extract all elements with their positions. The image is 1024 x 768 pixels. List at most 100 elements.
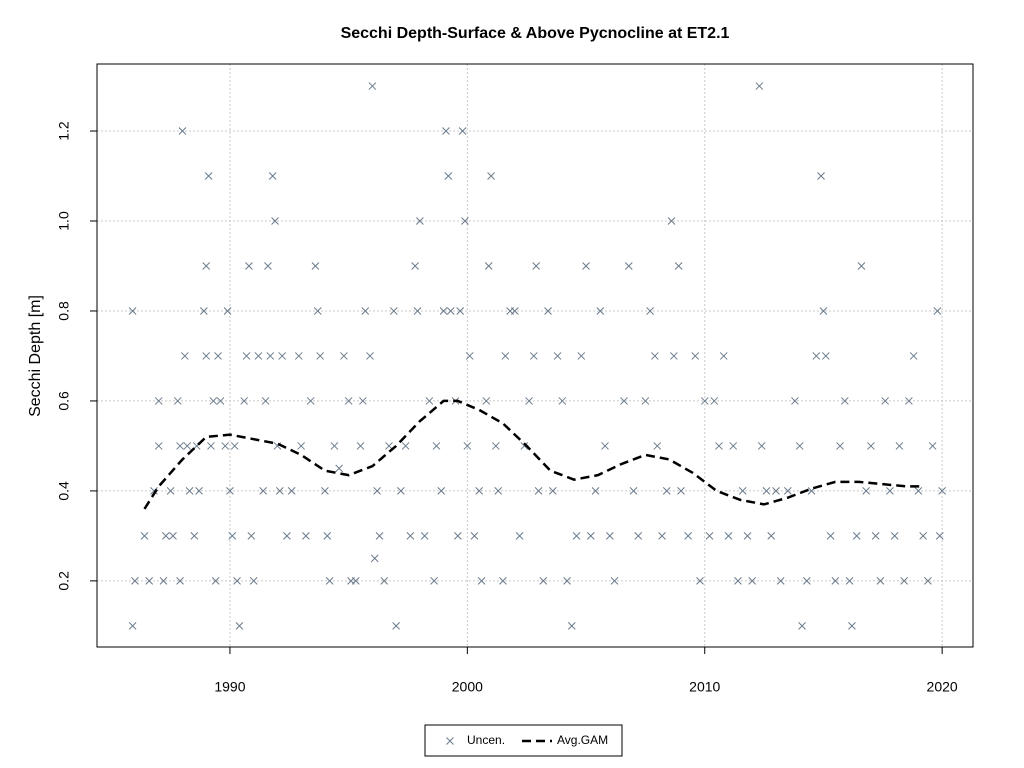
point bbox=[710, 397, 719, 405]
point bbox=[494, 487, 503, 495]
point bbox=[313, 307, 322, 315]
point bbox=[373, 487, 381, 495]
y-tick-label: 0.4 bbox=[56, 481, 72, 501]
point bbox=[914, 487, 923, 495]
y-tick-label: 0.2 bbox=[56, 571, 72, 591]
point bbox=[145, 577, 154, 585]
x-tick-label: 2020 bbox=[927, 679, 958, 695]
point bbox=[344, 397, 353, 405]
point bbox=[840, 397, 849, 405]
point bbox=[264, 262, 272, 270]
point bbox=[933, 307, 942, 315]
point bbox=[323, 532, 332, 540]
point bbox=[271, 217, 279, 225]
point bbox=[316, 352, 325, 360]
point bbox=[430, 577, 438, 585]
point bbox=[211, 577, 220, 585]
point bbox=[463, 442, 472, 450]
point bbox=[283, 532, 291, 540]
point bbox=[532, 262, 541, 270]
point bbox=[577, 352, 586, 360]
point bbox=[442, 127, 450, 135]
point bbox=[302, 532, 310, 540]
point bbox=[662, 487, 671, 495]
point bbox=[548, 487, 557, 495]
point bbox=[886, 487, 894, 495]
point bbox=[798, 622, 806, 630]
point bbox=[826, 532, 835, 540]
point bbox=[268, 172, 277, 180]
point bbox=[772, 487, 780, 495]
point bbox=[515, 532, 524, 540]
point bbox=[852, 532, 861, 540]
gam-line bbox=[143, 399, 924, 510]
point bbox=[928, 442, 937, 450]
legend-label: Uncen. bbox=[467, 733, 505, 747]
point bbox=[653, 442, 662, 450]
point bbox=[605, 532, 614, 540]
point bbox=[491, 442, 500, 450]
y-tick-label: 1.0 bbox=[56, 211, 72, 231]
point bbox=[453, 532, 462, 540]
point bbox=[233, 577, 241, 585]
point bbox=[667, 217, 676, 225]
point bbox=[684, 532, 692, 540]
point bbox=[586, 532, 595, 540]
point bbox=[420, 532, 429, 540]
point bbox=[287, 487, 296, 495]
point bbox=[802, 577, 811, 585]
point bbox=[501, 352, 510, 360]
point bbox=[817, 172, 825, 180]
point bbox=[214, 352, 222, 360]
point bbox=[795, 442, 804, 450]
point bbox=[719, 352, 728, 360]
point bbox=[325, 577, 334, 585]
point bbox=[180, 352, 189, 360]
point bbox=[425, 397, 434, 405]
y-axis-label: Secchi Depth [m] bbox=[27, 295, 44, 417]
point bbox=[150, 487, 158, 495]
legend-symbol bbox=[446, 737, 454, 745]
point bbox=[938, 487, 946, 495]
point bbox=[743, 532, 752, 540]
point bbox=[261, 397, 270, 405]
point bbox=[755, 82, 764, 90]
point bbox=[311, 262, 320, 270]
point bbox=[242, 352, 251, 360]
point bbox=[254, 352, 263, 360]
point bbox=[185, 487, 194, 495]
point bbox=[173, 397, 182, 405]
point bbox=[591, 487, 600, 495]
point bbox=[529, 352, 538, 360]
chart-title: Secchi Depth-Surface & Above Pycnocline … bbox=[341, 25, 730, 42]
x-tick-label: 2010 bbox=[689, 679, 720, 695]
point bbox=[715, 442, 723, 450]
x-tick-label: 1990 bbox=[214, 679, 245, 695]
point bbox=[848, 622, 856, 630]
point bbox=[729, 442, 738, 450]
point bbox=[437, 487, 446, 495]
point bbox=[161, 532, 170, 540]
point bbox=[413, 307, 422, 315]
point bbox=[456, 307, 465, 315]
point bbox=[620, 397, 628, 405]
point bbox=[734, 577, 742, 585]
point bbox=[812, 352, 821, 360]
point bbox=[924, 577, 932, 585]
point bbox=[762, 487, 771, 495]
point bbox=[366, 352, 374, 360]
point bbox=[166, 487, 175, 495]
point bbox=[221, 442, 230, 450]
point bbox=[209, 397, 218, 405]
point bbox=[223, 307, 232, 315]
point bbox=[819, 307, 828, 315]
point bbox=[226, 487, 234, 495]
point bbox=[881, 397, 890, 405]
point bbox=[791, 397, 799, 405]
x-tick-label: 2000 bbox=[452, 679, 483, 695]
point bbox=[128, 622, 137, 630]
point bbox=[510, 307, 519, 315]
point bbox=[169, 532, 177, 540]
point bbox=[724, 532, 733, 540]
